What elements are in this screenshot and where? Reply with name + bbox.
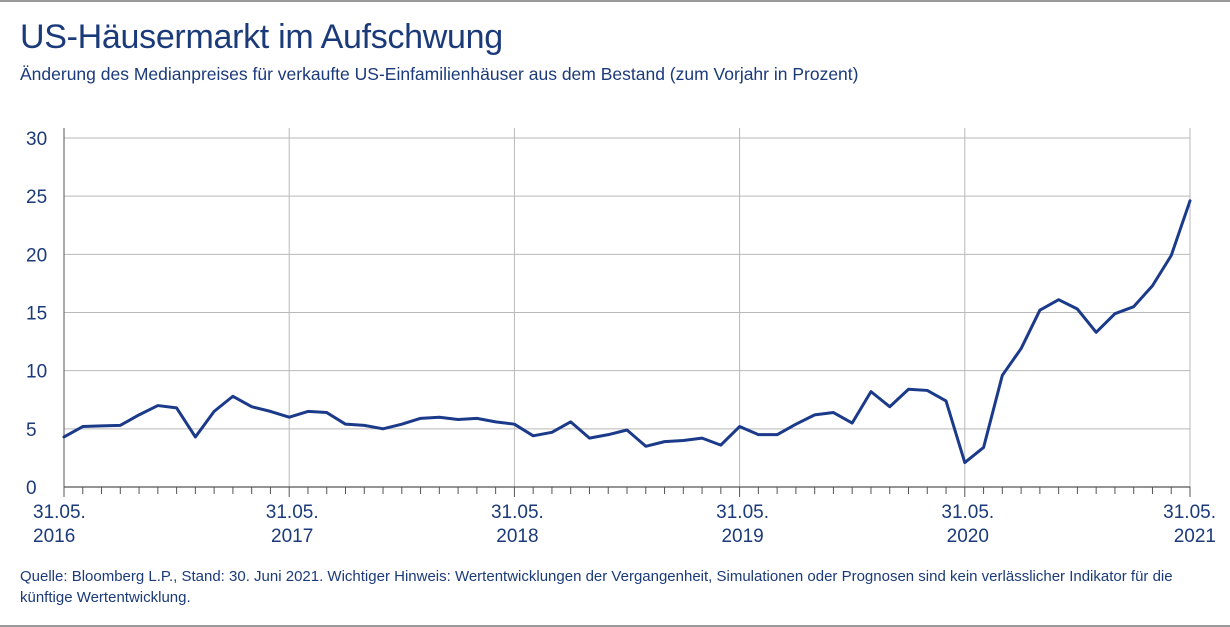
x-tick-label: 2016 [33,526,75,547]
data-point [963,461,966,464]
data-point [738,425,741,428]
data-point [156,404,159,407]
data-point [307,410,310,413]
data-point [1095,331,1098,334]
data-point [588,437,591,440]
data-point [1170,254,1173,257]
data-point [232,395,235,398]
data-point [288,416,291,419]
data-point [138,413,141,416]
data-point [663,440,666,443]
data-point [1114,312,1117,315]
data-point [832,411,835,414]
data-point [813,413,816,416]
y-tick-label: 0 [26,478,37,499]
data-point [569,420,572,423]
data-point [870,390,873,393]
chart-title: US-Häusermarkt im Aufschwung [20,18,503,56]
data-point [382,427,385,430]
data-point [795,423,798,426]
data-point [475,417,478,420]
data-point [438,416,441,419]
data-point [1189,199,1192,202]
data-point [457,418,460,421]
source-footnote: Quelle: Bloomberg L.P., Stand: 30. Juni … [20,568,1173,606]
data-point [644,445,647,448]
x-tick-label: 2018 [496,526,538,547]
y-tick-label: 10 [26,362,47,383]
x-tick-label: 31.05. [491,502,544,523]
data-point [513,423,516,426]
data-point [344,423,347,426]
data-point [757,433,760,436]
x-tick-label: 2020 [947,526,989,547]
data-point [532,434,535,437]
data-point [1057,298,1060,301]
data-point [682,439,685,442]
x-tick-label: 31.05. [33,502,86,523]
x-tick-label: 31.05. [941,502,994,523]
data-point [100,425,103,428]
y-tick-label: 25 [26,187,47,208]
y-tick-label: 5 [26,420,37,441]
data-point [626,429,629,432]
data-point [400,423,403,426]
chart-subtitle: Änderung des Medianpreises für verkaufte… [20,64,859,84]
y-tick-label: 30 [26,129,47,150]
data-point [419,417,422,420]
data-point [213,410,216,413]
series-line [62,199,1192,465]
line-chart: 0 5 10 15 20 25 30 31.05. 2016 31.05. 2017 31.05. 20… [26,128,1216,547]
y-tick-label: 15 [26,304,47,325]
x-tick-label: 31.05. [266,502,319,523]
data-point [851,422,854,425]
data-point [250,405,253,408]
data-point [63,436,66,439]
data-point [719,444,722,447]
data-point [907,388,910,391]
data-point [776,433,779,436]
y-tick-label: 20 [26,245,47,266]
data-point [494,420,497,423]
data-point [1132,305,1135,308]
data-point [888,405,891,408]
x-tick-label: 31.05. [1163,502,1216,523]
x-tick-label: 2019 [721,526,763,547]
data-point [945,400,948,403]
data-point [269,410,272,413]
data-point [325,411,328,414]
data-point [1076,308,1079,311]
data-point [363,424,366,427]
data-point [1151,284,1154,287]
data-point [607,433,610,436]
data-point [81,425,84,428]
x-tick-label: 2021 [1174,526,1216,547]
x-tick-label: 2017 [271,526,313,547]
data-point [1038,309,1041,312]
data-point [982,446,985,449]
x-tick-label: 31.05. [716,502,769,523]
data-point [119,424,122,427]
data-point [551,431,554,434]
data-point [926,389,929,392]
data-point [175,406,178,409]
data-point [701,437,704,440]
data-point [1020,347,1023,350]
data-point [1001,374,1004,377]
data-point [194,436,197,439]
